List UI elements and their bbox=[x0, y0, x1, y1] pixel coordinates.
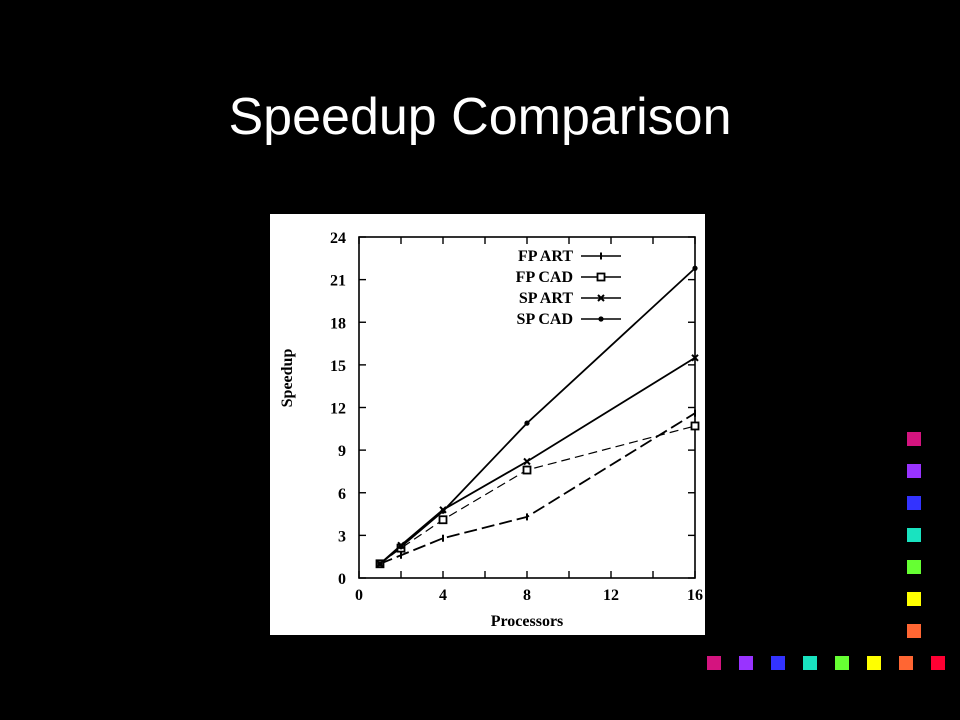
series-line-fp-cad bbox=[379, 425, 696, 565]
plot-frame bbox=[358, 236, 696, 579]
deco-square-column bbox=[907, 528, 921, 542]
legend-label-fp-cad: FP CAD bbox=[516, 269, 573, 286]
deco-square-row bbox=[899, 656, 913, 670]
y-tick-label: 24 bbox=[330, 230, 346, 247]
data-point-sp-art bbox=[691, 354, 699, 362]
deco-square-row bbox=[739, 656, 753, 670]
speedup-chart: 0 3 6 9 12 15 18 21 24 0 4 8 12 16 FP ART FP CAD SP ART… bbox=[279, 230, 703, 630]
tick-labels: 0 3 6 9 12 15 18 21 24 0 4 8 12 16 bbox=[330, 230, 703, 604]
deco-square-column bbox=[907, 432, 921, 446]
deco-square-row bbox=[707, 656, 721, 670]
x-tick-label: 8 bbox=[523, 587, 531, 604]
legend-marker-sp-art bbox=[597, 294, 605, 302]
deco-square-row bbox=[931, 656, 945, 670]
deco-square-column bbox=[907, 464, 921, 478]
deco-square-column bbox=[907, 624, 921, 638]
x-tick-label: 12 bbox=[603, 587, 619, 604]
x-tick-label: 16 bbox=[687, 587, 703, 604]
y-tick-label: 3 bbox=[338, 528, 346, 545]
axis-ticks bbox=[358, 236, 696, 579]
deco-square-column bbox=[907, 560, 921, 574]
x-tick-label: 0 bbox=[355, 587, 363, 604]
y-tick-label: 15 bbox=[330, 358, 346, 375]
y-tick-label: 21 bbox=[330, 273, 346, 290]
series-line-fp-art bbox=[379, 412, 696, 565]
legend-marker-sp-cad bbox=[598, 316, 604, 322]
legend-label-sp-art: SP ART bbox=[519, 290, 573, 307]
deco-square-column bbox=[907, 496, 921, 510]
legend: FP ART FP CAD SP ART SP CAD bbox=[516, 248, 621, 328]
data-point-sp-cad bbox=[398, 544, 404, 550]
y-tick-label: 12 bbox=[330, 401, 346, 418]
data-point-fp-cad bbox=[438, 515, 448, 525]
y-tick-label: 9 bbox=[338, 443, 346, 460]
data-point-sp-cad bbox=[692, 265, 698, 271]
x-axis-label: Processors bbox=[491, 613, 564, 630]
data-point-sp-cad bbox=[440, 508, 446, 514]
legend-label-fp-art: FP ART bbox=[518, 248, 573, 265]
x-tick-label: 4 bbox=[439, 587, 447, 604]
data-point-sp-cad bbox=[524, 420, 530, 426]
y-tick-label: 0 bbox=[338, 571, 346, 588]
chart-panel: 0 3 6 9 12 15 18 21 24 0 4 8 12 16 FP ART FP CAD SP ART… bbox=[270, 214, 705, 635]
legend-marker-fp-cad bbox=[596, 272, 606, 282]
deco-square-row bbox=[835, 656, 849, 670]
data-point-fp-cad bbox=[690, 421, 700, 431]
data-point-sp-art bbox=[523, 457, 531, 466]
legend-label-sp-cad: SP CAD bbox=[517, 311, 573, 328]
data-point-fp-cad bbox=[522, 465, 532, 475]
deco-square-row bbox=[803, 656, 817, 670]
y-tick-label: 18 bbox=[330, 315, 346, 332]
y-tick-label: 6 bbox=[338, 486, 346, 503]
deco-square-row bbox=[771, 656, 785, 670]
deco-square-row bbox=[867, 656, 881, 670]
series-line-sp-art bbox=[379, 357, 696, 565]
deco-square-column bbox=[907, 592, 921, 606]
slide-title: Speedup Comparison bbox=[228, 88, 732, 146]
y-axis-label: Speedup bbox=[279, 349, 296, 408]
series-markers bbox=[375, 265, 700, 569]
data-point-sp-cad bbox=[377, 561, 383, 567]
